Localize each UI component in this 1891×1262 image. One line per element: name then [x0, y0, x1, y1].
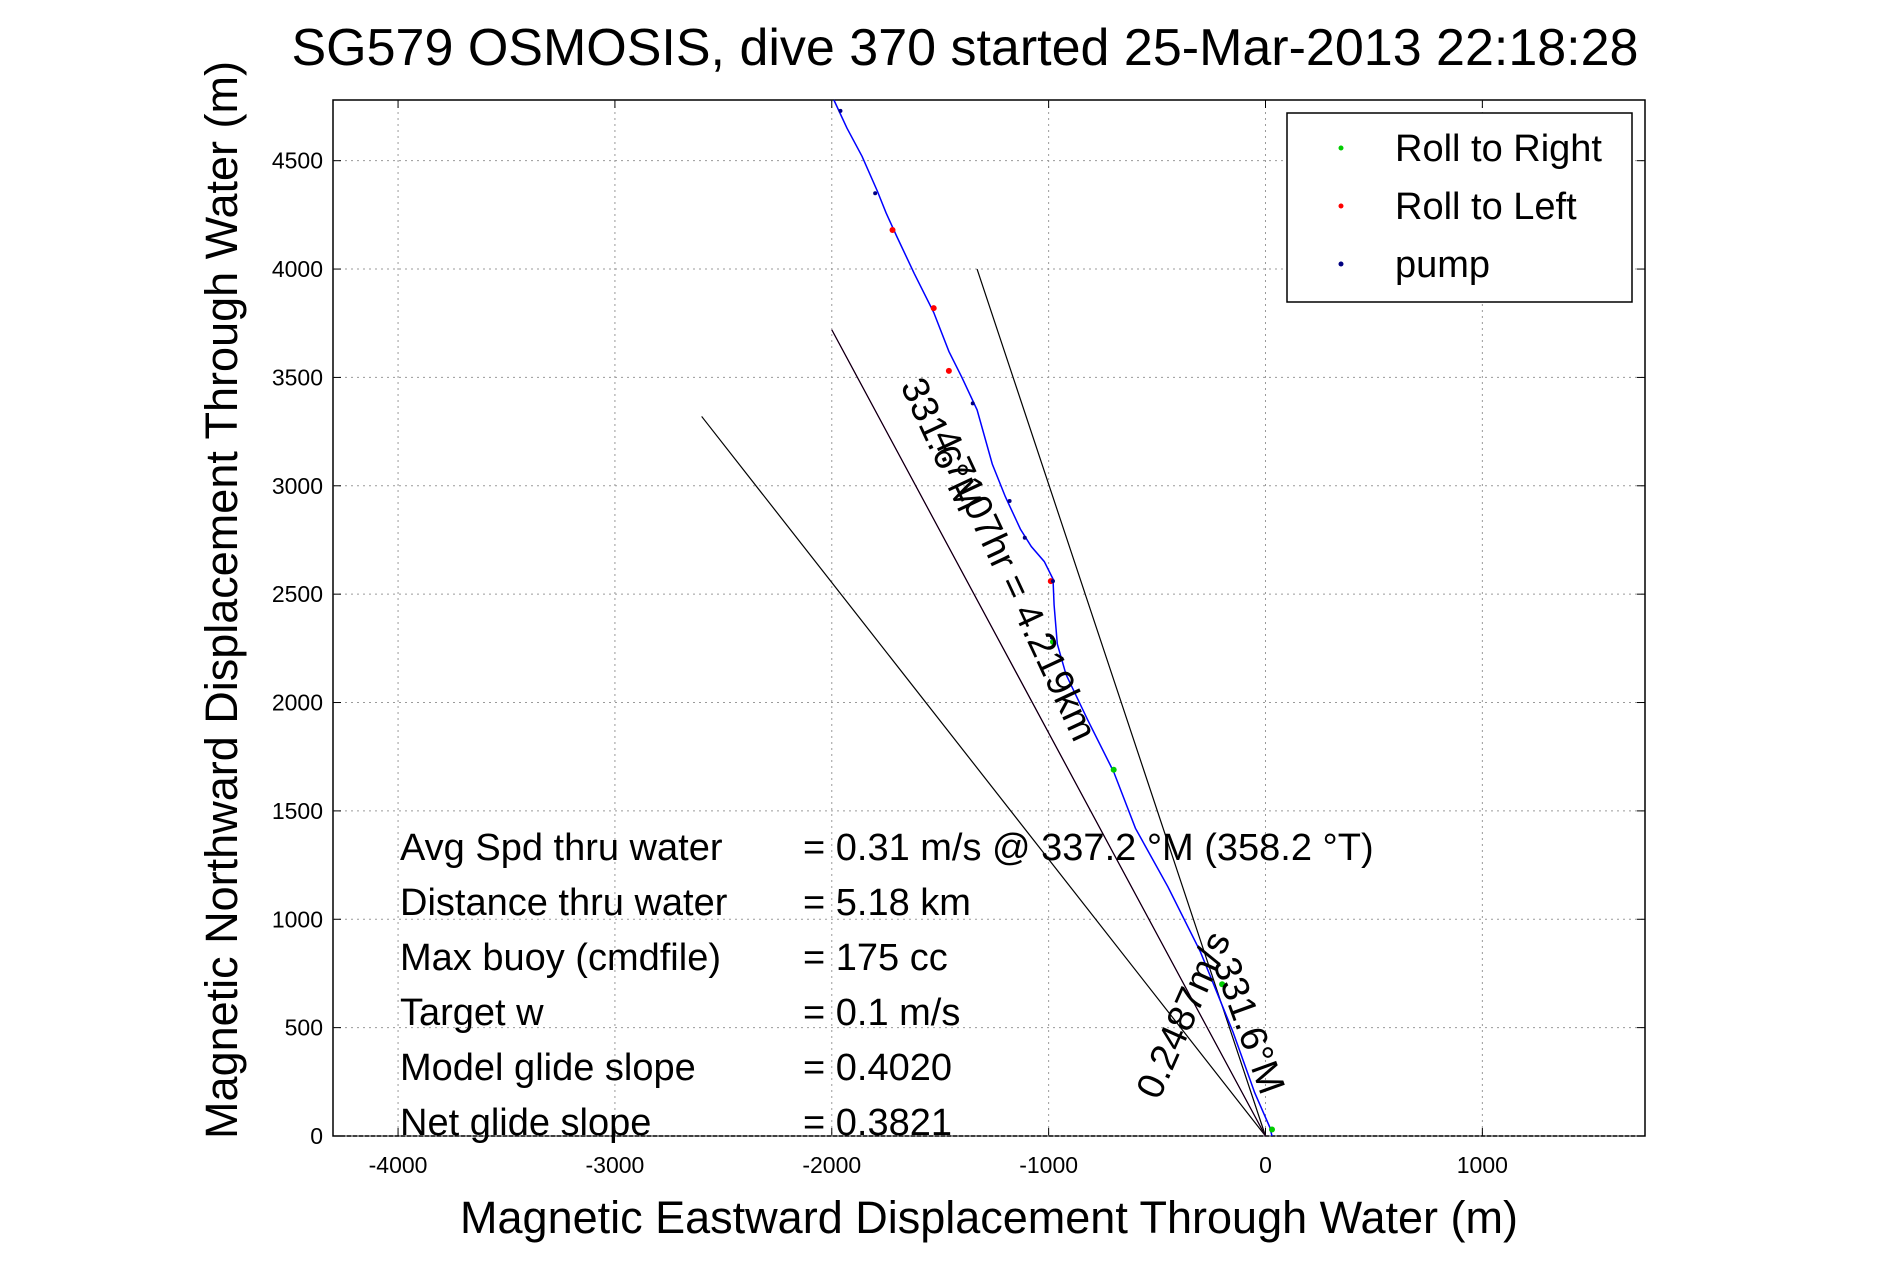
roll-left-point [889, 227, 896, 234]
annotation-value: = 0.1 m/s [803, 992, 960, 1034]
pump-point [838, 108, 843, 113]
legend: Roll to Right Roll to Left pump [1286, 112, 1633, 303]
y-axis-label: Magnetic Northward Displacement Through … [196, 61, 247, 1139]
annotation-value: = 175 cc [803, 937, 948, 979]
x-tick-label: 0 [1259, 1152, 1272, 1178]
roll-right-point [1110, 766, 1117, 773]
y-tick-labels: 0 500 1000 1500 2000 2500 3000 3500 4000 4500 [272, 148, 323, 1149]
x-tick-label: -1000 [1019, 1152, 1078, 1178]
x-tick-label: -2000 [802, 1152, 861, 1178]
y-tick-label: 3500 [272, 364, 323, 390]
y-tick-label: 500 [285, 1015, 323, 1041]
roll-right-point [1269, 1126, 1276, 1133]
x-axis-label: Magnetic Eastward Displacement Through W… [460, 1192, 1518, 1243]
legend-entry: Roll to Right [1395, 128, 1602, 170]
annotation-label: Avg Spd thru water [400, 827, 723, 869]
annotation-label: Net glide slope [400, 1102, 651, 1144]
reference-line [976, 268, 1267, 1137]
y-tick-label: 0 [310, 1123, 323, 1149]
annotation-label: Target w [400, 992, 544, 1034]
annotation-label: Max buoy (cmdfile) [400, 937, 721, 979]
roll-right-point [1219, 981, 1226, 988]
x-tick-labels: -4000 -3000 -2000 -1000 0 1000 [369, 1152, 1508, 1178]
roll-left-point [930, 305, 937, 312]
y-tick-label: 1500 [272, 798, 323, 824]
reference-line [701, 416, 1266, 1137]
legend-entry: Roll to Left [1395, 186, 1577, 228]
pump-point [1022, 535, 1027, 540]
legend-marker [1338, 261, 1344, 267]
marker-points [838, 108, 1276, 1133]
y-tick-label: 2000 [272, 690, 323, 716]
x-tick-label: -3000 [586, 1152, 645, 1178]
annotation-block: Avg Spd thru water = 0.31 m/s @ 337.2 °M … [400, 827, 1374, 1144]
legend-marker [1338, 203, 1344, 209]
pump-point [1007, 498, 1012, 503]
annotation-label: Distance thru water [400, 882, 728, 924]
roll-right-point [1049, 638, 1056, 645]
pump-point [1049, 635, 1054, 640]
legend-entry: pump [1395, 244, 1490, 286]
annotation-value: = 0.3821 [803, 1102, 952, 1144]
reference-line [831, 329, 1267, 1137]
x-tick-label: -4000 [369, 1152, 428, 1178]
chart-title: SG579 OSMOSIS, dive 370 started 25-Mar-2… [292, 19, 1639, 77]
annotation-value: = 5.18 km [803, 882, 971, 924]
roll-left-point [945, 367, 952, 374]
y-tick-label: 4000 [272, 256, 323, 282]
annotation-value: = 0.31 m/s @ 337.2 °M (358.2 °T) [803, 827, 1374, 869]
pump-point [873, 191, 878, 196]
y-tick-label: 1000 [272, 906, 323, 932]
pump-point [1050, 579, 1055, 584]
reference-lines [701, 268, 1267, 1137]
y-tick-label: 4500 [272, 148, 323, 174]
y-tick-label: 2500 [272, 581, 323, 607]
y-tick-label: 3000 [272, 473, 323, 499]
annotation-label: Model glide slope [400, 1047, 696, 1089]
legend-marker [1338, 145, 1344, 151]
x-tick-label: 1000 [1457, 1152, 1508, 1178]
legend-box [1286, 112, 1633, 303]
annotation-value: = 0.4020 [803, 1047, 952, 1089]
pump-point [970, 401, 975, 406]
